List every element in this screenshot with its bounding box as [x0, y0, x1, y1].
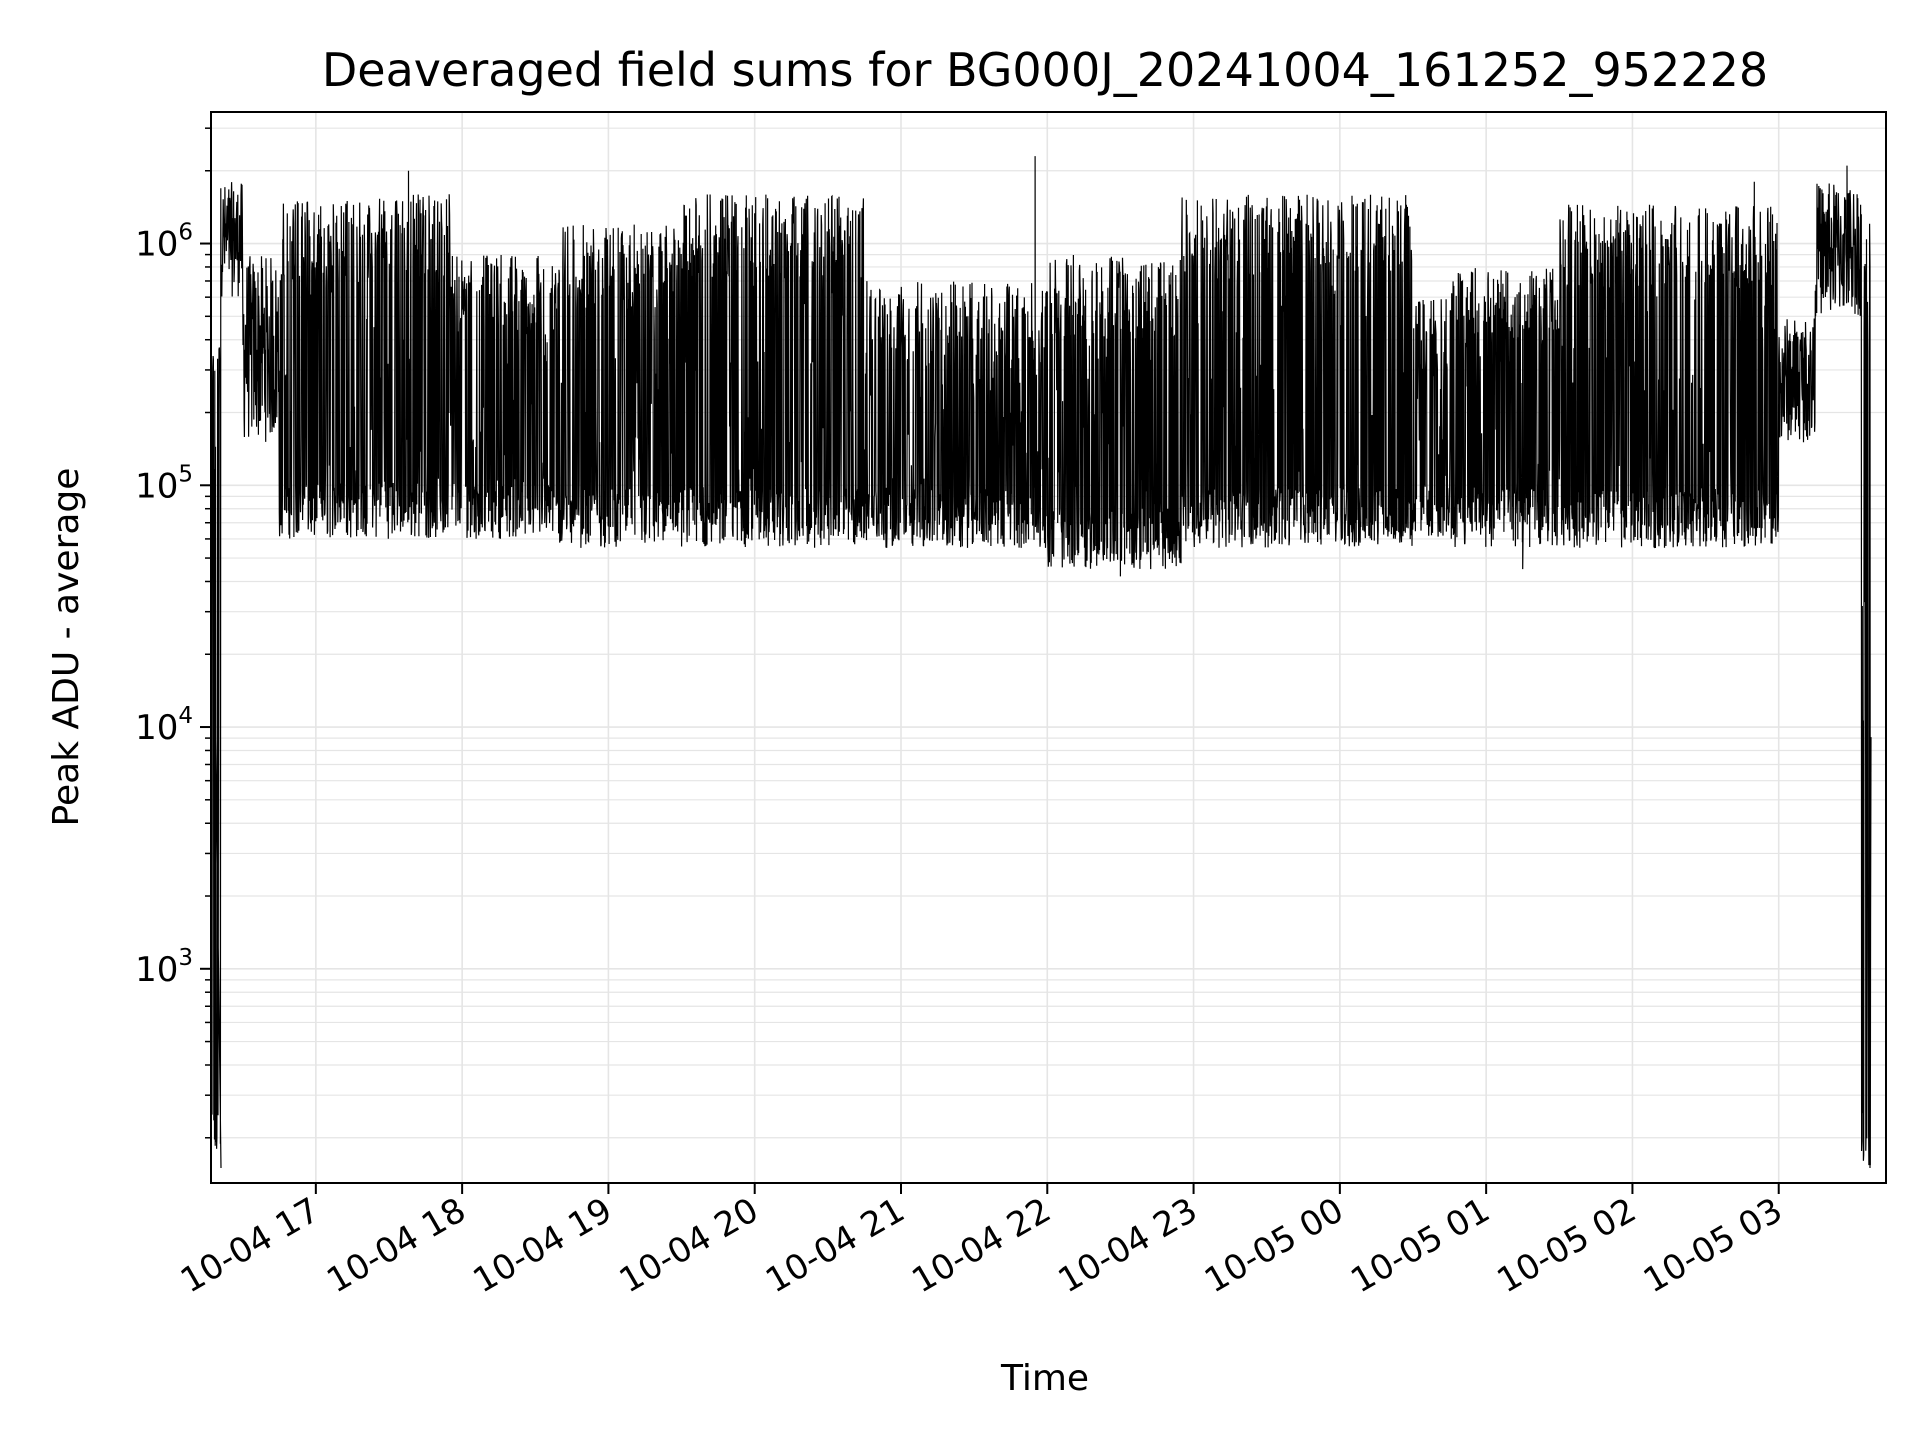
data-series [210, 156, 1872, 1169]
plot-frame [210, 111, 1887, 1184]
x-axis-label: Time [1000, 1358, 1089, 1399]
y-axis-ticks: 103 104 105 106 [135, 127, 211, 1139]
chart-title: Deaveraged field sums for BG000J_2024100… [322, 43, 1768, 97]
y-tick-label: 105 [135, 461, 193, 506]
y-tick-label: 103 [135, 945, 193, 990]
series-line [210, 156, 1872, 1169]
y-tick-label: 106 [135, 220, 193, 265]
y-tick-label: 104 [135, 703, 193, 748]
y-axis-label: Peak ADU - average [46, 468, 87, 827]
